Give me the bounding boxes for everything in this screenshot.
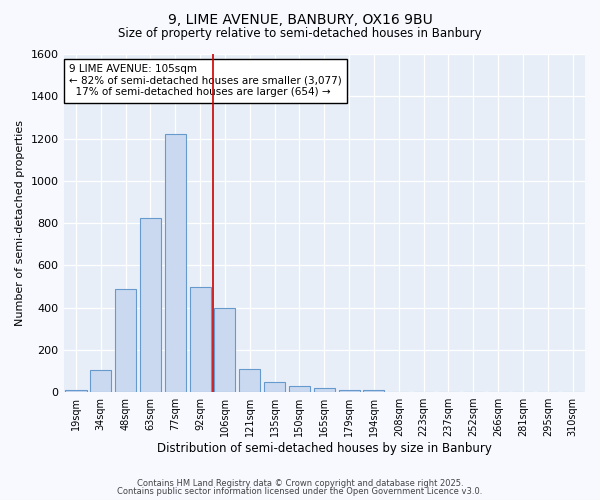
- Bar: [190, 288, 211, 392]
- X-axis label: Distribution of semi-detached houses by size in Banbury: Distribution of semi-detached houses by …: [157, 442, 492, 455]
- Text: Contains public sector information licensed under the Open Government Licence v3: Contains public sector information licen…: [118, 487, 482, 496]
- Bar: [264, 382, 285, 392]
- Text: 9 LIME AVENUE: 105sqm
← 82% of semi-detached houses are smaller (3,077)
  17% of: 9 LIME AVENUE: 105sqm ← 82% of semi-deta…: [69, 64, 341, 98]
- Bar: [165, 134, 186, 392]
- Bar: [364, 390, 385, 392]
- Bar: [140, 218, 161, 392]
- Bar: [90, 370, 112, 392]
- Bar: [314, 388, 335, 392]
- Bar: [239, 369, 260, 392]
- Y-axis label: Number of semi-detached properties: Number of semi-detached properties: [15, 120, 25, 326]
- Text: 9, LIME AVENUE, BANBURY, OX16 9BU: 9, LIME AVENUE, BANBURY, OX16 9BU: [167, 12, 433, 26]
- Bar: [115, 288, 136, 392]
- Text: Size of property relative to semi-detached houses in Banbury: Size of property relative to semi-detach…: [118, 28, 482, 40]
- Bar: [338, 390, 359, 392]
- Bar: [214, 308, 235, 392]
- Text: Contains HM Land Registry data © Crown copyright and database right 2025.: Contains HM Land Registry data © Crown c…: [137, 478, 463, 488]
- Bar: [289, 386, 310, 392]
- Bar: [65, 390, 86, 392]
